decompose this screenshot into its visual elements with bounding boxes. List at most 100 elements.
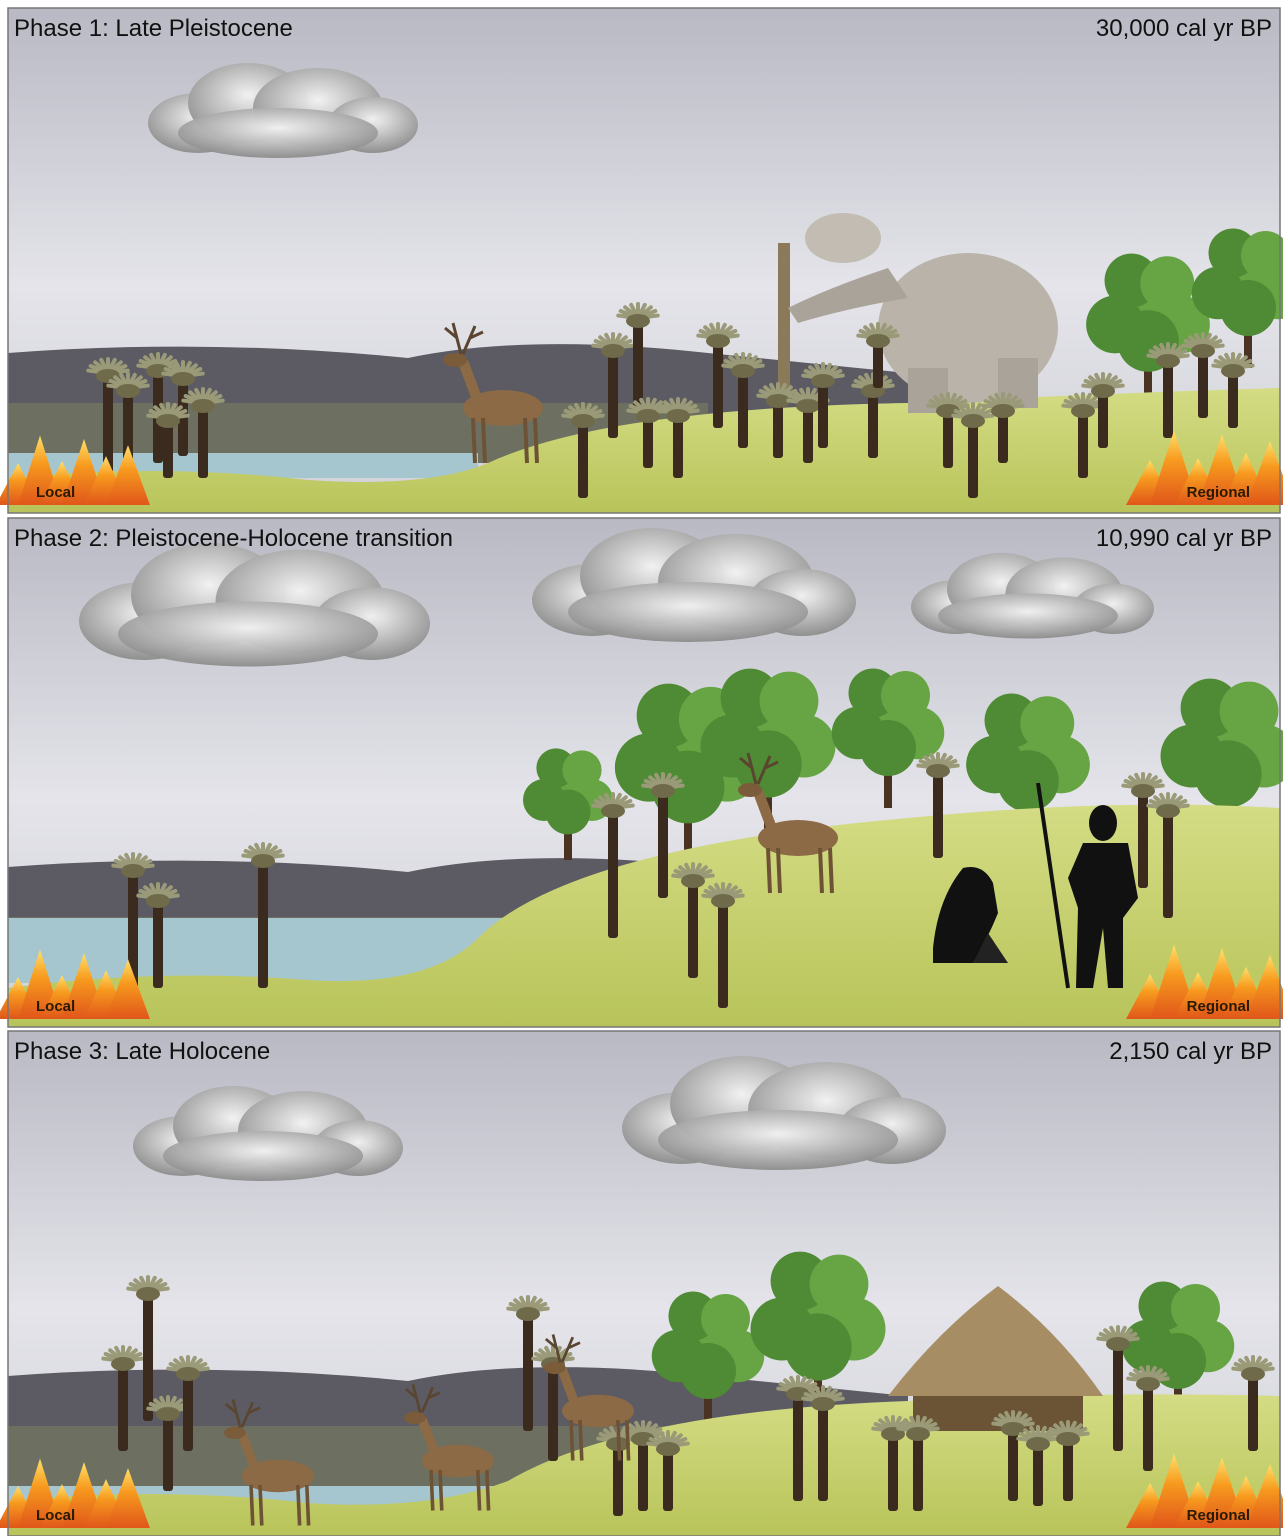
tree-crown (1171, 1284, 1220, 1333)
flame (106, 1468, 150, 1528)
frailejon-rosette (146, 894, 170, 908)
tree-crown (860, 720, 916, 776)
stick (778, 243, 790, 403)
frailejon-trunk (153, 898, 163, 988)
tree-crown (680, 1343, 736, 1399)
frailejon-rosette (601, 344, 625, 358)
deer-body (562, 1394, 634, 1428)
cloud-puff (163, 1131, 363, 1181)
frailejon-rosette (1191, 344, 1215, 358)
panel-border (7, 517, 1281, 1028)
frailejon-trunk (103, 373, 113, 473)
cloud (79, 543, 430, 667)
frailejon-rosette (176, 1367, 200, 1381)
frailejon-trunk (888, 1431, 898, 1511)
deer-leg (533, 417, 539, 464)
frailejon-rosette (991, 404, 1015, 418)
frailejon-trunk (183, 1371, 193, 1451)
panel-title: Phase 3: Late Holocene (14, 1038, 270, 1065)
frailejon-trunk (1113, 1341, 1123, 1451)
fire-label-local: Local (36, 1507, 75, 1524)
fire (0, 949, 150, 1019)
tree-crown (651, 750, 725, 824)
tree-crown (1219, 681, 1279, 741)
panel: Local Regional Phase 1: Late Pleistocene 30… (0, 7, 1283, 514)
cloud (622, 1056, 946, 1170)
frailejon-rosette (516, 1307, 540, 1321)
flame (1246, 954, 1283, 1019)
frailejon-rosette (156, 414, 180, 428)
frailejon-trunk (688, 878, 698, 978)
deer-leg (429, 1469, 435, 1511)
frailejon-trunk (608, 348, 618, 438)
fire-label-regional: Regional (1187, 1507, 1250, 1524)
deer-leg (766, 847, 772, 894)
frailejon-rosette (121, 864, 145, 878)
panel-date: 2,150 cal yr BP (1109, 1038, 1272, 1065)
frailejon-trunk (1138, 788, 1148, 888)
tree-crown (809, 1254, 869, 1314)
spear (1036, 782, 1070, 989)
deer (738, 752, 838, 894)
frailejon-trunk (633, 318, 643, 413)
ground (8, 804, 1280, 1027)
frailejon-trunk (123, 388, 133, 468)
frailejon-trunk (818, 1401, 828, 1501)
cloud-puff (568, 582, 808, 642)
fire (0, 435, 150, 505)
frailejon-trunk (1163, 808, 1173, 918)
deer-leg (578, 1419, 584, 1461)
tree-crown (881, 671, 930, 720)
deer-neck (237, 1432, 260, 1472)
deer-neck (417, 1417, 440, 1457)
frailejon-rosette (1136, 1377, 1160, 1391)
deer-leg (249, 1484, 255, 1526)
deer-leg (258, 1484, 264, 1526)
panel-title: Phase 2: Pleistocene-Holocene transition (14, 525, 453, 552)
deer (404, 1384, 494, 1511)
cloud (148, 63, 418, 158)
panel: Local Regional Phase 2: Pleistocene-Holoce… (0, 517, 1283, 1028)
frailejon-trunk (773, 398, 783, 458)
frailejon-trunk (873, 338, 883, 388)
frailejon-trunk (198, 403, 208, 478)
frailejon-trunk (658, 788, 668, 898)
frailejon-trunk (673, 413, 683, 478)
frailejon-rosette (731, 364, 755, 378)
frailejon-trunk (638, 1436, 648, 1511)
flame (106, 959, 150, 1019)
frailejon-rosette (251, 854, 275, 868)
tree-crown (997, 750, 1059, 812)
frailejon-trunk (738, 368, 748, 448)
tree-crown (1140, 256, 1195, 311)
deer-leg (471, 417, 477, 464)
frailejon-trunk (1248, 1371, 1258, 1451)
frailejon-trunk (118, 1361, 128, 1451)
deer-body (758, 820, 838, 856)
frailejon-trunk (718, 898, 728, 1008)
cloud (133, 1086, 403, 1181)
frailejon-rosette (111, 1357, 135, 1371)
sloth-head (805, 213, 881, 263)
frailejon-rosette (666, 409, 690, 423)
frailejon-rosette (656, 1442, 680, 1456)
panel-date: 10,990 cal yr BP (1096, 525, 1272, 552)
panel-border (7, 1030, 1281, 1536)
deer-leg (523, 417, 529, 464)
frailejon-trunk (793, 1391, 803, 1501)
deer-antlers (444, 322, 484, 355)
deer-body (463, 390, 543, 426)
sloth-arm (788, 268, 908, 323)
deer-leg (828, 847, 834, 894)
frailejon-rosette (711, 894, 735, 908)
frailejon-trunk (663, 1446, 673, 1511)
deer (544, 1334, 634, 1461)
frailejon-trunk (1143, 1381, 1153, 1471)
frailejon-rosette (1131, 784, 1155, 798)
frailejon-trunk (1008, 1426, 1018, 1501)
deer-antlers (739, 752, 779, 785)
frailejon-trunk (943, 408, 953, 468)
deer-body (242, 1459, 314, 1493)
frailejon-trunk (608, 808, 618, 938)
frailejon-rosette (116, 384, 140, 398)
